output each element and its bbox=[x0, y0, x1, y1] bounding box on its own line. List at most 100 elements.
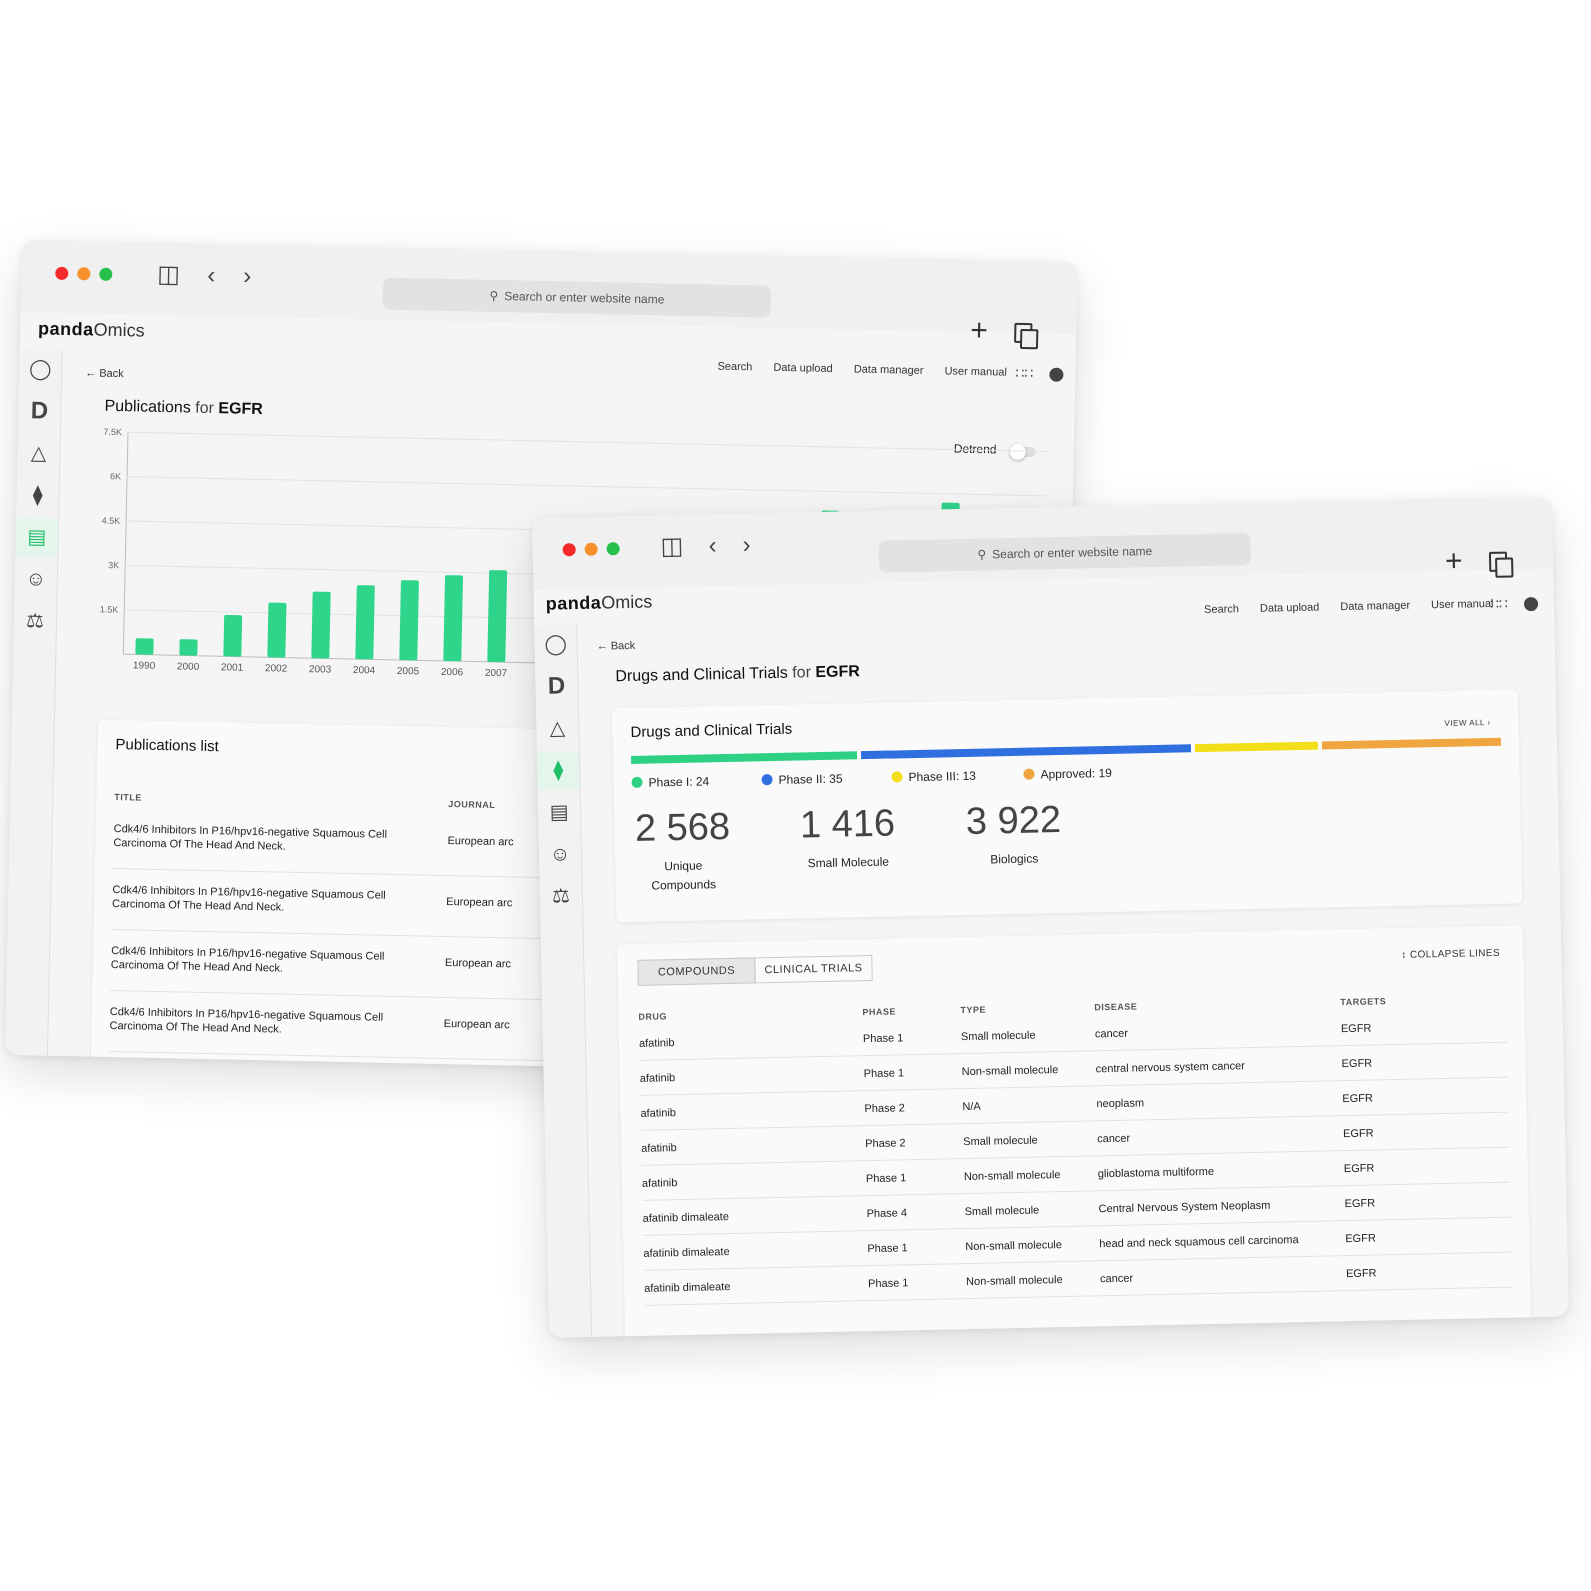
apps-grid-icon[interactable]: ∷∷ bbox=[1015, 364, 1034, 382]
x-tick-label: 2007 bbox=[485, 668, 508, 679]
close-window-button[interactable] bbox=[562, 543, 576, 557]
cell-drug: afatinib dimaleate bbox=[642, 1211, 730, 1225]
collapse-lines-button[interactable]: ↕ COLLAPSE LINES bbox=[1401, 947, 1501, 961]
publication-journal: European arc bbox=[444, 957, 512, 971]
pill-icon[interactable]: ⧫ bbox=[536, 751, 580, 790]
cell-targets: EGFR bbox=[1341, 1057, 1373, 1071]
nav-user-manual[interactable]: User manual bbox=[1430, 597, 1494, 612]
logo[interactable]: pandaOmics bbox=[545, 591, 653, 614]
back-link[interactable]: ← Back bbox=[596, 639, 636, 653]
cell-disease: central nervous system cancer bbox=[1095, 1060, 1245, 1076]
tabs-overview-icon[interactable] bbox=[1488, 551, 1508, 572]
tabs-overview-icon[interactable] bbox=[1014, 322, 1033, 344]
gridline bbox=[127, 476, 1047, 497]
publication-title[interactable]: Cdk4/6 Inhibitors In P16/hpv16-negative … bbox=[110, 945, 385, 975]
col-disease-header: DISEASE bbox=[1094, 1001, 1138, 1013]
sidebar-toggle-icon[interactable]: ◫ bbox=[157, 260, 181, 289]
publications-list-card: Publications list TITLE JOURNAL Cdk4/6 I… bbox=[90, 719, 568, 1070]
cell-drug: afatinib bbox=[641, 1177, 678, 1190]
table-row[interactable]: Cdk4/6 Inhibitors In P16/hpv16-negative … bbox=[112, 808, 567, 879]
minimize-window-button[interactable] bbox=[584, 542, 598, 556]
table-row[interactable]: Cdk4/6 Inhibitors In P16/hpv16-negative … bbox=[111, 869, 565, 940]
view-all-link[interactable]: VIEW ALL › bbox=[1444, 717, 1491, 728]
nav-search[interactable]: Search bbox=[717, 360, 753, 374]
legend-dot bbox=[761, 774, 773, 786]
pill-icon[interactable]: ⧫ bbox=[32, 484, 43, 507]
legend-phase-1: Phase I: 24 bbox=[631, 774, 709, 790]
tab-clinical-trials[interactable]: CLINICAL TRIALS bbox=[754, 954, 873, 984]
table-row[interactable]: Cdk4/6 Inhibitors In P16/hpv16-negative … bbox=[109, 991, 563, 1062]
url-placeholder: Search or enter website name bbox=[504, 289, 665, 307]
nav-back-icon[interactable]: ‹ bbox=[708, 532, 717, 560]
money-bag-icon[interactable]: ⚖ bbox=[551, 885, 571, 908]
cell-type: Non-small molecule bbox=[961, 1064, 1059, 1079]
people-icon[interactable]: ☺ bbox=[549, 843, 571, 866]
network-icon[interactable]: △ bbox=[30, 442, 47, 465]
money-bag-icon[interactable]: ⚖ bbox=[25, 610, 45, 633]
chart-bar bbox=[399, 580, 419, 661]
col-targets-header: TARGETS bbox=[1340, 996, 1387, 1008]
minimize-window-button[interactable] bbox=[77, 267, 91, 281]
phase-bar-segment bbox=[861, 744, 1192, 760]
cell-targets: EGFR bbox=[1345, 1232, 1376, 1246]
nav-data-manager[interactable]: Data manager bbox=[853, 363, 924, 377]
logo[interactable]: pandaOmics bbox=[37, 318, 145, 341]
people-icon[interactable]: ☺ bbox=[25, 568, 47, 591]
publication-title[interactable]: Cdk4/6 Inhibitors In P16/hpv16-negative … bbox=[109, 1006, 384, 1036]
close-window-button[interactable] bbox=[55, 266, 69, 280]
collapse-icon: ↕ bbox=[1401, 949, 1407, 961]
col-journal-header: JOURNAL bbox=[448, 799, 496, 811]
table-row[interactable]: Cdk4/6 Inhibitors In P16/hpv16-negative … bbox=[110, 930, 564, 1001]
y-tick-label: 3K bbox=[108, 560, 119, 570]
document-icon[interactable]: ▤ bbox=[549, 801, 569, 824]
nav-search[interactable]: Search bbox=[1203, 603, 1240, 616]
apps-grid-icon[interactable]: ∷∷ bbox=[1489, 595, 1509, 612]
cell-type: N/A bbox=[962, 1100, 981, 1114]
tab-compounds[interactable]: COMPOUNDS bbox=[637, 957, 756, 986]
browser-chrome: ◫ ‹ › ⚲ Search or enter website name bbox=[20, 240, 1078, 335]
nav-user-manual[interactable]: User manual bbox=[944, 365, 1008, 379]
ring-icon[interactable]: ◯ bbox=[544, 633, 568, 656]
sidebar-toggle-icon[interactable]: ◫ bbox=[660, 532, 684, 561]
cell-drug: afatinib bbox=[640, 1107, 677, 1120]
phase-bar-segment bbox=[631, 751, 858, 764]
new-tab-icon[interactable]: + bbox=[969, 313, 989, 348]
top-nav: Search Data upload Data manager User man… bbox=[1186, 598, 1494, 616]
publication-title[interactable]: Cdk4/6 Inhibitors In P16/hpv16-negative … bbox=[111, 884, 386, 914]
nav-forward-icon[interactable]: › bbox=[742, 531, 751, 559]
publication-journal: European arc bbox=[447, 835, 514, 849]
cell-phase: Phase 2 bbox=[864, 1102, 905, 1116]
d-logo-icon[interactable]: D bbox=[30, 397, 49, 425]
cell-phase: Phase 1 bbox=[863, 1067, 905, 1081]
ring-icon[interactable]: ◯ bbox=[28, 358, 52, 381]
cell-phase: Phase 4 bbox=[866, 1207, 908, 1221]
new-tab-icon[interactable]: + bbox=[1444, 544, 1463, 578]
maximize-window-button[interactable] bbox=[606, 542, 620, 556]
nav-data-upload[interactable]: Data upload bbox=[773, 361, 833, 376]
nav-data-manager[interactable]: Data manager bbox=[1340, 599, 1411, 614]
back-link[interactable]: ← Back bbox=[85, 367, 124, 381]
maximize-window-button[interactable] bbox=[99, 267, 113, 281]
user-icon[interactable] bbox=[1523, 596, 1539, 612]
d-logo-icon[interactable]: D bbox=[547, 672, 566, 700]
x-tick-label: 2005 bbox=[397, 666, 420, 677]
cell-targets: EGFR bbox=[1340, 1022, 1372, 1036]
url-bar[interactable]: ⚲ Search or enter website name bbox=[878, 532, 1252, 573]
nav-back-icon[interactable]: ‹ bbox=[207, 261, 216, 290]
document-icon[interactable]: ▤ bbox=[15, 517, 59, 557]
cell-targets: EGFR bbox=[1343, 1162, 1375, 1176]
x-tick-label: 2002 bbox=[265, 663, 288, 674]
y-tick-label: 7.5K bbox=[103, 427, 122, 437]
network-icon[interactable]: △ bbox=[549, 717, 566, 740]
cell-phase: Phase 2 bbox=[865, 1137, 906, 1151]
nav-forward-icon[interactable]: › bbox=[243, 262, 252, 290]
url-bar[interactable]: ⚲ Search or enter website name bbox=[382, 277, 772, 318]
summary-card-title: Drugs and Clinical Trials bbox=[630, 720, 793, 741]
legend-dot bbox=[631, 776, 643, 788]
cell-phase: Phase 1 bbox=[862, 1032, 904, 1046]
top-nav: Search Data upload Data manager User man… bbox=[699, 360, 1008, 379]
nav-data-upload[interactable]: Data upload bbox=[1259, 601, 1320, 615]
publication-title[interactable]: Cdk4/6 Inhibitors In P16/hpv16-negative … bbox=[113, 823, 388, 853]
user-icon[interactable] bbox=[1049, 367, 1064, 382]
legend-phase-3: Phase III: 13 bbox=[891, 769, 976, 785]
